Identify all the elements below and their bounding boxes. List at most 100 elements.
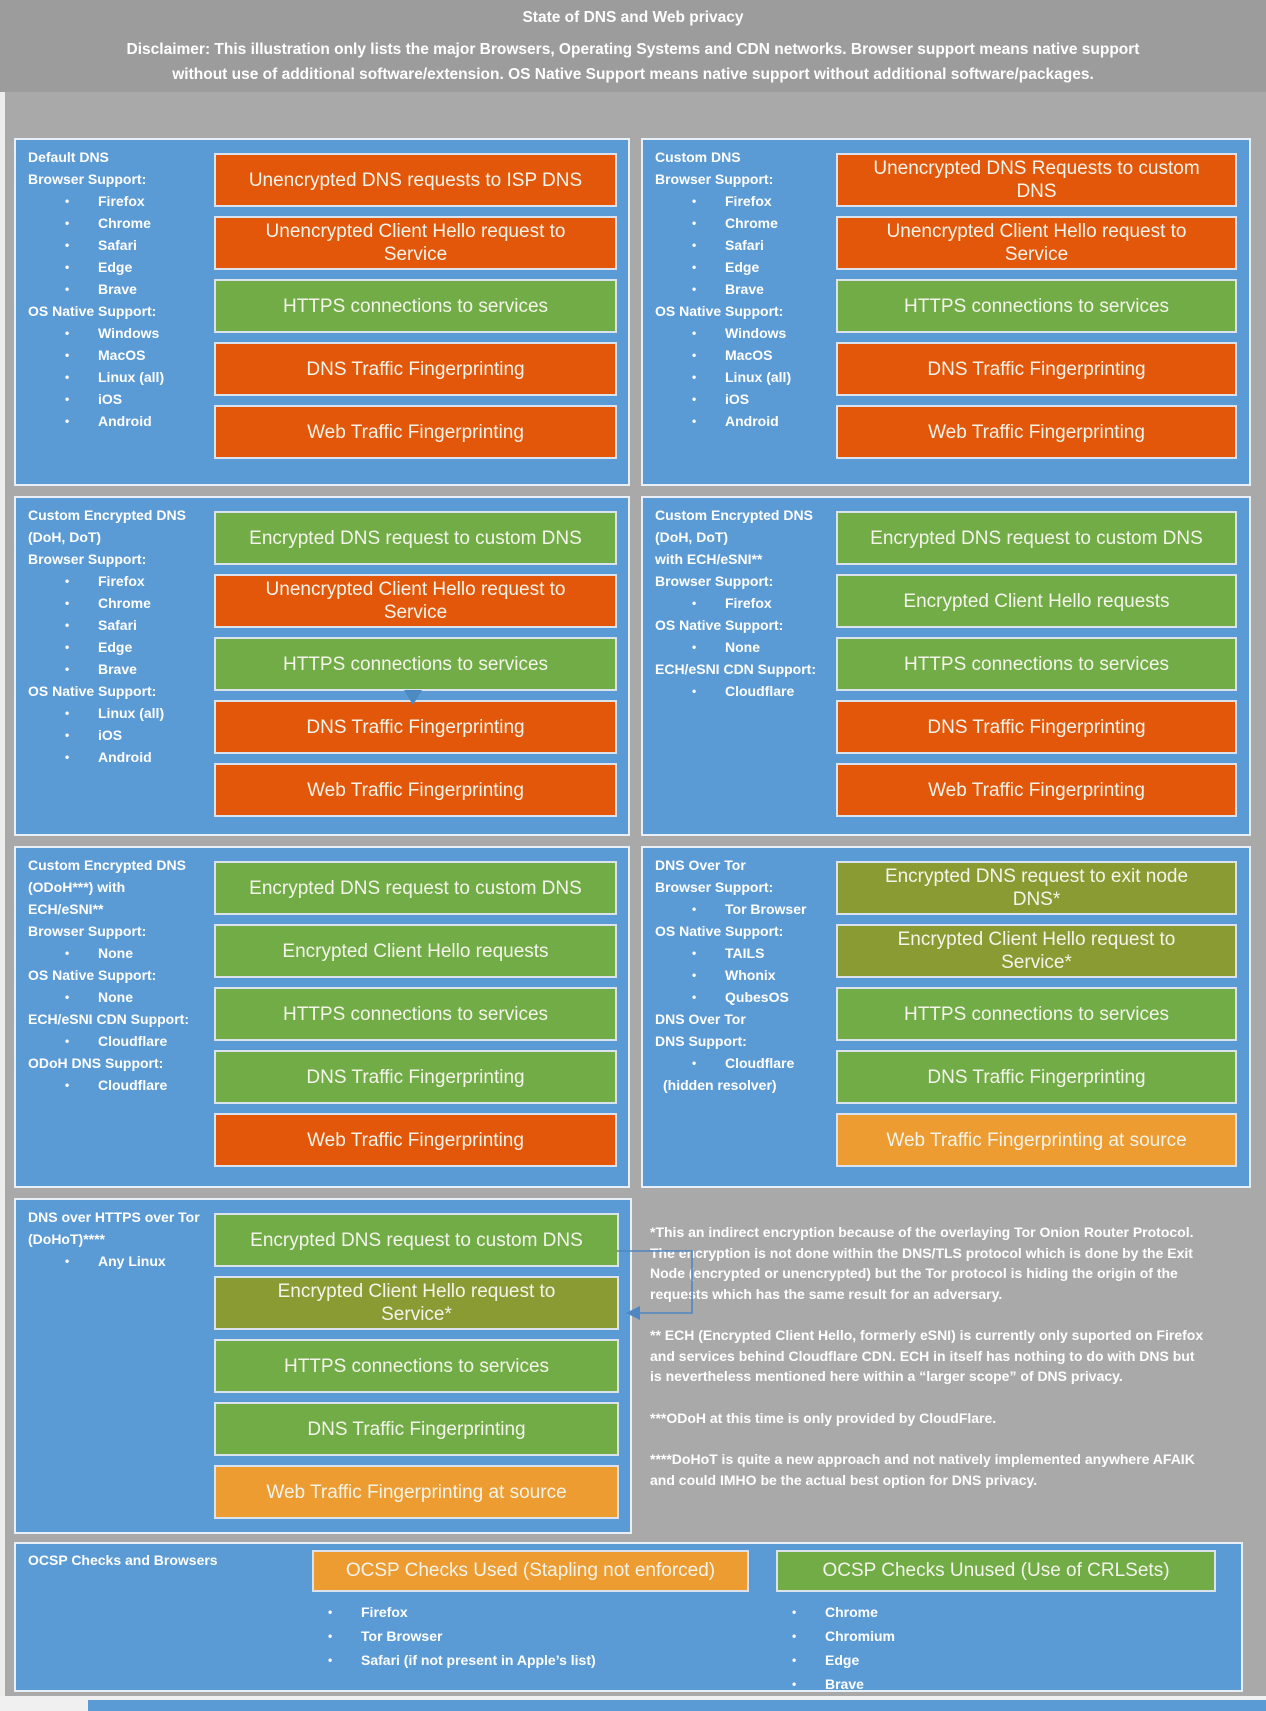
bullet-icon: • bbox=[65, 414, 70, 428]
status-bar-text: DNS Traffic Fingerprinting bbox=[927, 716, 1146, 738]
bullet-icon: • bbox=[692, 990, 697, 1004]
status-bar-text: Encrypted Client Hello requests bbox=[903, 590, 1170, 612]
status-bar-bad: DNS Traffic Fingerprinting bbox=[836, 342, 1237, 396]
status-bar-text: Encrypted DNS request to custom DNS bbox=[250, 1229, 583, 1251]
bullet-icon: • bbox=[65, 618, 70, 632]
list-item-label: Firefox bbox=[725, 193, 772, 209]
bullet-icon: • bbox=[692, 946, 697, 960]
support-label: OS Native Support: bbox=[28, 303, 157, 319]
status-bar-text: Encrypted Client Hello requests bbox=[282, 940, 549, 962]
page-left-edge bbox=[0, 92, 5, 1711]
list-item-label: Cloudflare bbox=[725, 683, 795, 699]
status-bar-good: HTTPS connections to services bbox=[214, 1339, 619, 1393]
support-label: OS Native Support: bbox=[655, 923, 784, 939]
panel-title: ECH/eSNI** bbox=[28, 901, 104, 917]
support-label: Browser Support: bbox=[655, 879, 774, 895]
status-bar-good: HTTPS connections to services bbox=[214, 637, 617, 691]
panel-title: Custom DNS bbox=[655, 149, 741, 165]
bullet-icon: • bbox=[792, 1653, 797, 1667]
list-item: • Firefox bbox=[655, 190, 832, 212]
list-item: • None bbox=[28, 986, 210, 1008]
list-item-label: Chromium bbox=[825, 1628, 895, 1644]
status-bar-good: Encrypted DNS request to custom DNS bbox=[214, 1213, 619, 1267]
status-bar-text: Web Traffic Fingerprinting bbox=[307, 779, 524, 801]
status-bar-text: Encrypted Client Hello request to Servic… bbox=[277, 1281, 556, 1325]
list-item-label: None bbox=[98, 945, 133, 961]
status-bar-bad: DNS Traffic Fingerprinting bbox=[836, 700, 1237, 754]
list-item: • Android bbox=[655, 410, 832, 432]
support-label: Browser Support: bbox=[28, 551, 147, 567]
status-bar-bad: Unencrypted DNS requests to ISP DNS bbox=[214, 153, 617, 207]
list-item-label: Linux (all) bbox=[98, 369, 165, 385]
ocsp-bar-ocsp-used: OCSP Checks Used (Stapling not enforced) bbox=[312, 1550, 749, 1592]
list-item: • Cloudflare bbox=[28, 1074, 210, 1096]
footnote: *This an indirect encryption because of … bbox=[650, 1224, 1194, 1302]
status-bar-indirect: Encrypted Client Hello request to Servic… bbox=[214, 1276, 619, 1330]
bullet-icon: • bbox=[65, 1254, 70, 1268]
list-item-label: Edge bbox=[725, 259, 760, 275]
status-bar-bad: Web Traffic Fingerprinting bbox=[214, 763, 617, 817]
list-item-label: Edge bbox=[98, 639, 133, 655]
bullet-icon: • bbox=[65, 260, 70, 274]
status-bar-text: Web Traffic Fingerprinting bbox=[928, 779, 1145, 801]
footnote: ****DoHoT is quite a new approach and no… bbox=[650, 1451, 1195, 1488]
header-band bbox=[0, 0, 1266, 92]
panel-title: Custom Encrypted DNS bbox=[655, 507, 813, 523]
list-item: • Brave bbox=[780, 1672, 895, 1696]
bullet-icon: • bbox=[692, 596, 697, 610]
ocsp-browser-list: • Firefox • Tor Browser • Safari (if not pres… bbox=[316, 1600, 596, 1672]
bullet-icon: • bbox=[692, 216, 697, 230]
support-label: ODoH DNS Support: bbox=[28, 1055, 164, 1071]
support-note: (hidden resolver) bbox=[663, 1077, 777, 1093]
list-item: • Firefox bbox=[316, 1600, 596, 1624]
status-bar-text: HTTPS connections to services bbox=[903, 295, 1170, 317]
ocsp-bar-text: OCSP Checks Unused (Use of CRLSets) bbox=[822, 1560, 1170, 1581]
status-bar-text: Unencrypted Client Hello request to Serv… bbox=[886, 221, 1187, 265]
status-bar-text: Unencrypted DNS requests to ISP DNS bbox=[248, 169, 583, 191]
list-item-label: MacOS bbox=[725, 347, 773, 363]
list-item-label: TAILS bbox=[725, 945, 765, 961]
panel-custom-encrypted-dns: Custom Encrypted DNS (DoH, DoT) Browser Su… bbox=[14, 496, 630, 836]
status-bar-bad: Web Traffic Fingerprinting bbox=[214, 1113, 617, 1167]
panel-title: (DoH, DoT) bbox=[28, 529, 102, 545]
ocsp-bar-ocsp-unused: OCSP Checks Unused (Use of CRLSets) bbox=[776, 1550, 1216, 1592]
list-item: • iOS bbox=[28, 724, 210, 746]
list-item: • Safari bbox=[28, 614, 210, 636]
panel-custom-encrypted-dns-ech: Custom Encrypted DNS (DoH, DoT) with ECH/e… bbox=[641, 496, 1251, 836]
status-bar-text: Encrypted DNS request to exit node DNS* bbox=[884, 866, 1189, 910]
list-item: • Safari bbox=[28, 234, 210, 256]
bullet-icon: • bbox=[65, 662, 70, 676]
list-item: • Edge bbox=[28, 636, 210, 658]
list-item-label: MacOS bbox=[98, 347, 146, 363]
status-bar-good: HTTPS connections to services bbox=[836, 637, 1237, 691]
panel-title: (ODoH***) with bbox=[28, 879, 126, 895]
status-bars: Unencrypted DNS requests to ISP DNS Unenc… bbox=[214, 153, 617, 459]
list-item-label: Android bbox=[725, 413, 779, 429]
status-bar-text: Encrypted Client Hello request to Servic… bbox=[897, 929, 1176, 973]
list-item: • Chrome bbox=[28, 212, 210, 234]
list-item: • None bbox=[28, 942, 210, 964]
bullet-icon: • bbox=[692, 414, 697, 428]
status-bar-good: HTTPS connections to services bbox=[836, 279, 1237, 333]
bullet-icon: • bbox=[65, 640, 70, 654]
status-bar-bad: Unencrypted Client Hello request to Serv… bbox=[836, 216, 1237, 270]
status-bar-indirect: Encrypted DNS request to exit node DNS* bbox=[836, 861, 1237, 915]
list-item: • MacOS bbox=[28, 344, 210, 366]
status-bar-bad: Web Traffic Fingerprinting bbox=[836, 405, 1237, 459]
list-item: • Tor Browser bbox=[655, 898, 832, 920]
status-bar-text: DNS Traffic Fingerprinting bbox=[927, 1066, 1146, 1088]
list-item: • Windows bbox=[655, 322, 832, 344]
list-item: • MacOS bbox=[655, 344, 832, 366]
status-bar-text: DNS Traffic Fingerprinting bbox=[306, 1066, 525, 1088]
status-bar-good: Encrypted DNS request to custom DNS bbox=[214, 861, 617, 915]
list-item-label: Edge bbox=[825, 1652, 860, 1668]
support-label: OS Native Support: bbox=[655, 617, 784, 633]
bullet-icon: • bbox=[65, 596, 70, 610]
list-item: • Linux (all) bbox=[655, 366, 832, 388]
bullet-icon: • bbox=[692, 968, 697, 982]
list-item: • Safari bbox=[655, 234, 832, 256]
bullet-icon: • bbox=[692, 684, 697, 698]
list-item-label: Chrome bbox=[825, 1604, 878, 1620]
support-label: ECH/eSNI CDN Support: bbox=[655, 661, 816, 677]
